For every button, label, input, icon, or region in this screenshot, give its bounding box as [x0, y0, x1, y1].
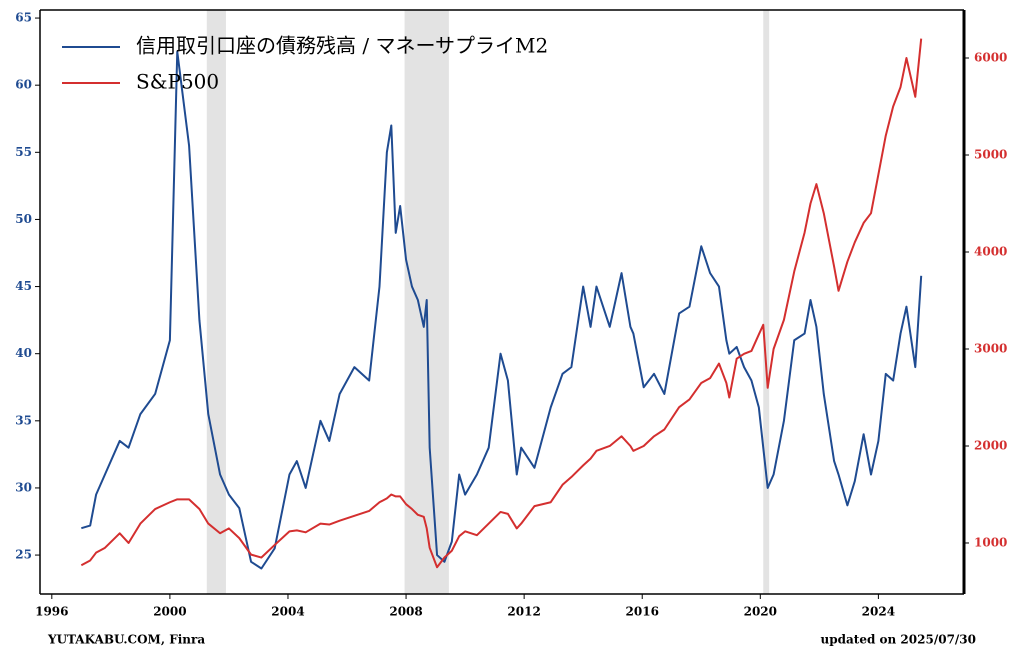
updated: updated on 2025/07/30	[821, 633, 977, 647]
y-tick-label: 45	[15, 279, 32, 293]
y-tick-label: 50	[15, 212, 32, 226]
recession-band	[763, 10, 770, 594]
y-tick-label: 25	[15, 548, 32, 562]
y2-tick-label: 2000	[974, 438, 1007, 452]
y-tick-label: 55	[15, 145, 32, 159]
legend-label: S&P500	[136, 70, 219, 94]
x-tick-label: 2024	[862, 605, 895, 619]
y2-tick-label: 4000	[974, 244, 1007, 258]
recession-band	[206, 10, 226, 594]
legend-label: 信用取引口座の債務残高 / マネーサプライM2	[136, 34, 548, 58]
source: YUTAKABU.COM, Finra	[47, 633, 205, 647]
y2-tick-label: 3000	[974, 341, 1007, 355]
y-tick-label: 35	[15, 413, 32, 427]
x-tick-label: 2000	[153, 605, 186, 619]
y-tick-label: 40	[15, 346, 32, 360]
x-tick-label: 2012	[507, 605, 540, 619]
y2-tick-label: 6000	[974, 51, 1007, 65]
x-tick-label: 2008	[389, 605, 422, 619]
x-tick-label: 2004	[271, 605, 304, 619]
x-tick-label: 2016	[626, 605, 659, 619]
x-tick-label: 1996	[35, 605, 68, 619]
y-tick-label: 60	[15, 78, 32, 92]
series-line	[80, 38, 923, 569]
y-tick-label: 30	[15, 480, 32, 494]
x-tick-label: 2020	[744, 605, 777, 619]
y2-tick-label: 5000	[974, 148, 1007, 162]
y2-tick-label: 1000	[974, 535, 1007, 549]
y-tick-label: 65	[15, 11, 32, 25]
